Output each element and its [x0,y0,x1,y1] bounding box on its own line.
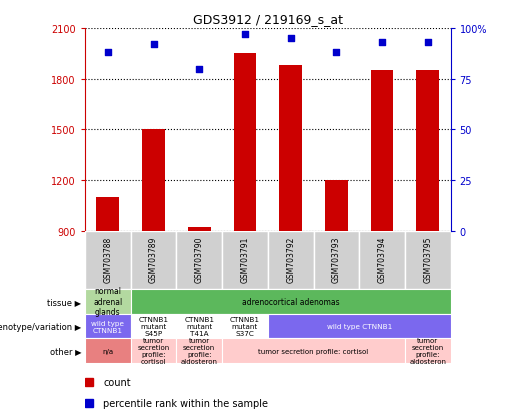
Text: tumor
secretion
profile:
aldosteron: tumor secretion profile: aldosteron [409,337,447,365]
Text: other ▶: other ▶ [49,347,81,356]
Text: GSM703795: GSM703795 [423,236,432,282]
Text: tumor secretion profile: cortisol: tumor secretion profile: cortisol [259,348,369,354]
Bar [85,314,131,339]
Bar [131,314,176,339]
Point [149,42,158,48]
Text: tumor
secretion
profile:
cortisol: tumor secretion profile: cortisol [138,337,169,365]
Bar [268,231,314,289]
Text: GSM703794: GSM703794 [377,236,387,282]
Text: GSM703790: GSM703790 [195,236,204,282]
Text: tissue ▶: tissue ▶ [47,297,81,306]
Bar [176,339,222,363]
Point [241,32,249,38]
Bar [85,289,131,314]
Point [332,50,340,57]
Bar [85,231,131,289]
Text: CTNNB1
mutant
S37C: CTNNB1 mutant S37C [230,316,260,336]
Text: CTNNB1
mutant
T41A: CTNNB1 mutant T41A [184,316,214,336]
Bar [142,130,165,231]
Bar [96,197,119,231]
Point [424,40,432,46]
Text: percentile rank within the sample: percentile rank within the sample [103,398,268,408]
Bar [416,71,439,231]
Text: adrenocortical adenomas: adrenocortical adenomas [242,297,339,306]
Bar [222,231,268,289]
Title: GDS3912 / 219169_s_at: GDS3912 / 219169_s_at [193,13,343,26]
Text: wild type
CTNNB1: wild type CTNNB1 [91,320,124,333]
Point [378,40,386,46]
Text: GSM703793: GSM703793 [332,236,341,282]
Text: genotype/variation ▶: genotype/variation ▶ [0,322,81,331]
Bar [325,180,348,231]
Bar [222,339,405,363]
Point [195,66,203,73]
Bar [131,289,451,314]
Bar [279,66,302,231]
Text: normal
adrenal
glands: normal adrenal glands [93,287,123,316]
Bar [405,231,451,289]
Text: n/a: n/a [102,348,113,354]
Bar [176,231,222,289]
Bar [371,71,393,231]
Bar [405,339,451,363]
Text: tumor
secretion
profile:
aldosteron: tumor secretion profile: aldosteron [181,337,218,365]
Text: wild type CTNNB1: wild type CTNNB1 [327,323,392,329]
Bar [85,339,131,363]
Bar [131,231,176,289]
Bar [233,54,256,231]
Point [286,36,295,42]
Bar [268,314,451,339]
Bar [359,231,405,289]
Bar [131,339,176,363]
Bar [188,227,211,231]
Text: GSM703789: GSM703789 [149,236,158,282]
Text: GSM703791: GSM703791 [241,236,249,282]
Bar [314,231,359,289]
Text: GSM703792: GSM703792 [286,236,295,282]
Bar [176,314,222,339]
Text: count: count [103,377,131,387]
Text: GSM703788: GSM703788 [104,236,112,282]
Text: CTNNB1
mutant
S45P: CTNNB1 mutant S45P [139,316,168,336]
Bar [222,314,268,339]
Point [104,50,112,57]
